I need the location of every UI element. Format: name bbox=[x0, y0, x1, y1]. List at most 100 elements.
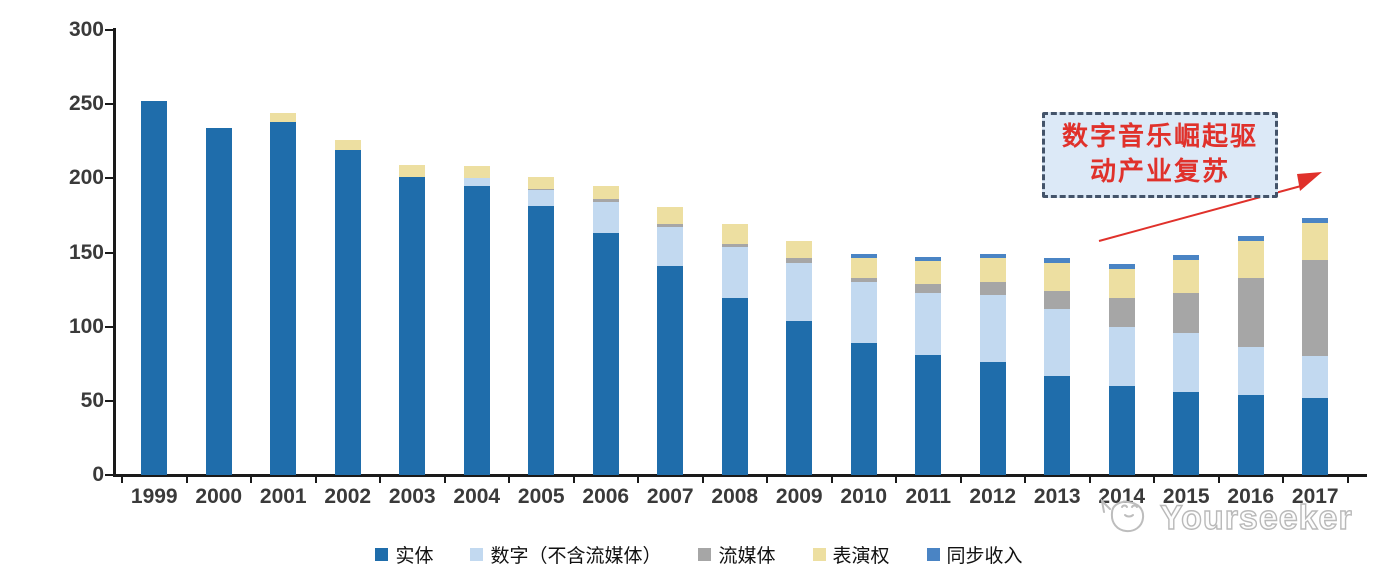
y-axis-tick-mark bbox=[105, 177, 114, 180]
bar-segment-2013 bbox=[1044, 375, 1071, 475]
x-axis-tick-mark bbox=[508, 476, 510, 483]
bar-segment-2017 bbox=[1302, 397, 1329, 475]
bar-2016 bbox=[1237, 236, 1264, 475]
x-axis-label-2013: 2013 bbox=[1033, 485, 1081, 508]
legend-label: 表演权 bbox=[832, 545, 890, 567]
legend-label: 实体 bbox=[395, 545, 434, 567]
bar-segment-2002 bbox=[334, 150, 361, 475]
bar-segment-2015 bbox=[1173, 292, 1200, 333]
bar-segment-2008 bbox=[721, 224, 748, 244]
bar-segment-2015 bbox=[1173, 391, 1200, 475]
x-axis-tick-mark bbox=[1153, 476, 1155, 483]
bar-segment-2005 bbox=[528, 188, 555, 191]
legend-item: 数字（不含流媒体） bbox=[470, 541, 661, 568]
x-axis-label-2007: 2007 bbox=[646, 485, 694, 508]
y-axis-tick-label: 300 bbox=[68, 18, 104, 41]
bar-segment-2013 bbox=[1044, 291, 1071, 309]
bar-segment-1999 bbox=[141, 101, 168, 475]
yourseeker-logo-icon bbox=[1100, 498, 1145, 533]
bar-segment-2016 bbox=[1237, 277, 1264, 348]
y-axis-tick-label: 100 bbox=[68, 314, 104, 338]
bar-segment-2005 bbox=[528, 190, 555, 207]
x-axis-tick-mark bbox=[701, 476, 704, 483]
x-axis-label-2000: 2000 bbox=[195, 485, 243, 508]
x-axis-label-2001: 2001 bbox=[259, 485, 307, 508]
y-axis-tick-mark bbox=[105, 474, 114, 476]
bar-segment-2014 bbox=[1108, 326, 1135, 386]
legend-item: 实体 bbox=[375, 541, 433, 568]
bar-segment-2015 bbox=[1173, 259, 1200, 293]
x-axis-tick-mark bbox=[314, 476, 317, 483]
bar-segment-2006 bbox=[592, 202, 619, 234]
y-axis-tick-mark bbox=[105, 29, 114, 31]
bar-segment-2013 bbox=[1044, 262, 1071, 292]
y-axis-tick-mark bbox=[105, 325, 114, 328]
bar-segment-2004 bbox=[463, 178, 490, 186]
bar-segment-2008 bbox=[721, 243, 748, 247]
y-axis-tick-label: 250 bbox=[68, 92, 104, 116]
bar-segment-2011 bbox=[915, 261, 942, 284]
x-axis-tick-mark bbox=[959, 476, 962, 483]
bar-segment-2016 bbox=[1237, 240, 1264, 278]
bar-2017 bbox=[1302, 218, 1329, 475]
bar-2003 bbox=[399, 164, 426, 475]
x-axis-line bbox=[113, 474, 1367, 477]
x-axis-label-2009: 2009 bbox=[775, 485, 823, 508]
bar-segment-2014 bbox=[1108, 385, 1135, 475]
bar-segment-2005 bbox=[528, 206, 555, 475]
x-axis-label-2005: 2005 bbox=[517, 485, 565, 508]
bar-segment-2012 bbox=[979, 253, 1006, 259]
x-axis-label-2004: 2004 bbox=[453, 485, 501, 508]
x-axis-label-1999: 1999 bbox=[130, 485, 178, 508]
bar-segment-2007 bbox=[657, 206, 684, 225]
bar-segment-2011 bbox=[915, 256, 942, 262]
bar-segment-2012 bbox=[979, 295, 1006, 363]
x-axis-tick-mark bbox=[1024, 476, 1026, 483]
bar-segment-2007 bbox=[657, 265, 684, 475]
x-axis-label-2017: 2017 bbox=[1291, 485, 1339, 508]
bar-segment-2017 bbox=[1302, 222, 1329, 260]
x-axis-tick-mark bbox=[185, 476, 188, 483]
bar-segment-2004 bbox=[463, 166, 490, 179]
bar-2015 bbox=[1173, 255, 1200, 475]
bar-segment-2017 bbox=[1302, 356, 1329, 398]
bar-segment-2000 bbox=[205, 127, 232, 475]
x-axis-tick-mark bbox=[443, 476, 446, 483]
bar-segment-2006 bbox=[592, 233, 619, 475]
bar-2008 bbox=[721, 224, 748, 475]
bar-segment-2015 bbox=[1173, 255, 1200, 260]
bar-segment-2009 bbox=[786, 258, 813, 263]
bar-segment-2015 bbox=[1173, 332, 1200, 392]
bar-segment-2008 bbox=[721, 298, 748, 475]
bar-segment-2017 bbox=[1302, 259, 1329, 357]
bar-2006 bbox=[592, 185, 619, 475]
legend-swatch-icon bbox=[698, 548, 712, 561]
annotation-text-line1: 数字音乐崛起驱 bbox=[1061, 122, 1258, 152]
x-axis-tick-mark bbox=[379, 476, 381, 483]
x-axis-tick-mark bbox=[830, 476, 833, 483]
x-axis-tick-mark bbox=[637, 476, 639, 483]
y-axis-tick-label: 150 bbox=[68, 240, 104, 264]
bar-segment-2009 bbox=[786, 262, 813, 321]
x-axis-label-2011: 2011 bbox=[905, 485, 952, 508]
x-axis-label-2008: 2008 bbox=[711, 485, 759, 508]
legend-item: 同步收入 bbox=[926, 541, 1023, 568]
x-axis-label-2010: 2010 bbox=[840, 485, 888, 508]
x-axis-label-2003: 2003 bbox=[388, 485, 436, 508]
bar-2012 bbox=[979, 253, 1006, 475]
y-axis-tick-label: 50 bbox=[80, 388, 104, 412]
x-axis-label-2002: 2002 bbox=[324, 485, 372, 508]
legend-item: 表演权 bbox=[812, 541, 890, 568]
bar-2004 bbox=[463, 166, 490, 475]
bar-segment-2010 bbox=[850, 282, 877, 343]
bar-1999 bbox=[141, 101, 168, 475]
bar-2013 bbox=[1044, 258, 1071, 475]
x-axis-label-2015: 2015 bbox=[1162, 485, 1210, 508]
bar-2002 bbox=[334, 139, 361, 475]
bar-segment-2003 bbox=[399, 164, 426, 177]
bar-2001 bbox=[270, 113, 297, 475]
x-axis-label-2006: 2006 bbox=[582, 485, 630, 508]
y-axis-tick-mark bbox=[105, 251, 114, 254]
bar-2010 bbox=[850, 253, 877, 475]
x-axis-tick-mark bbox=[572, 476, 575, 483]
